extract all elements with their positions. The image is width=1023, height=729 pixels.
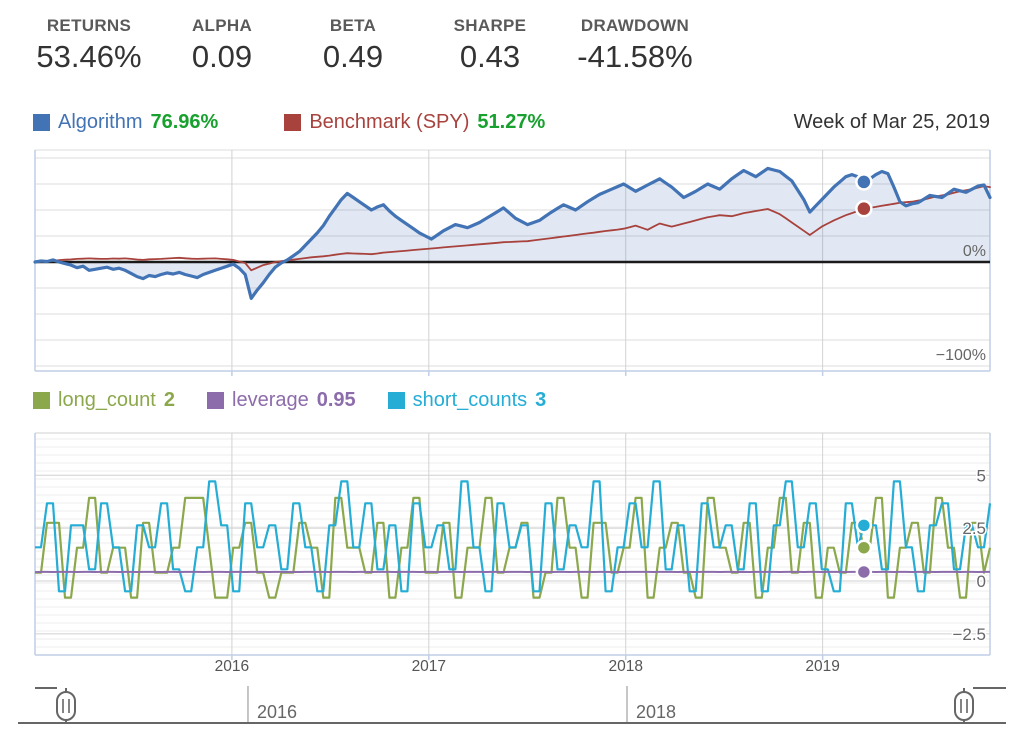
x-axis-label: 2019: [805, 658, 839, 675]
date-range-navigator[interactable]: 2016 2018: [0, 678, 1023, 729]
short-counts-swatch-icon: [387, 392, 405, 409]
algorithm-marker-dot: [855, 173, 873, 191]
x-axis-label: 2018: [608, 658, 642, 675]
long-count-swatch-icon: [33, 392, 50, 409]
stat-sharpe: SHARPE 0.43: [420, 16, 560, 75]
navigator-left-handle[interactable]: [35, 687, 76, 723]
stat-label: ALPHA: [191, 16, 253, 35]
leverage-hover-value: 0.95: [316, 389, 356, 411]
benchmark-marker-dot: [855, 199, 873, 218]
algorithm-area-fill: [35, 168, 990, 299]
stat-label: SHARPE: [453, 16, 527, 35]
legend-item-leverage[interactable]: leverage 0.95: [207, 389, 356, 412]
cumulative-returns-chart[interactable]: 0% −100%: [0, 148, 1023, 378]
stat-value: 0.09: [191, 39, 253, 74]
y-axis-label: 5: [977, 466, 986, 485]
leverage-label: leverage: [232, 389, 309, 411]
hover-date-label: Week of Mar 25, 2019: [793, 111, 990, 133]
y-axis-label: 2.5: [962, 519, 986, 538]
legend-item-benchmark[interactable]: Benchmark (SPY) 51.27%: [284, 111, 545, 134]
stat-value: 53.46%: [36, 39, 142, 74]
legend-item-long-count[interactable]: long_count 2: [33, 389, 175, 412]
navigator-tick-label: 2016: [257, 702, 297, 722]
short_counts-marker-dot: [855, 517, 873, 534]
legend-item-short-counts[interactable]: short_counts 3: [387, 389, 547, 412]
short_counts-line[interactable]: [35, 480, 992, 593]
leverage-marker-dot: [855, 563, 873, 581]
leverage-swatch-icon: [207, 392, 224, 409]
y-axis-label: 0%: [963, 243, 986, 260]
algorithm-hover-value: 76.96%: [150, 111, 219, 133]
returns-chart-legend: Algorithm 76.96% Benchmark (SPY) 51.27% …: [33, 111, 990, 134]
stat-alpha: ALPHA 0.09: [158, 16, 286, 75]
short-counts-label: short_counts: [412, 389, 528, 411]
y-axis-label: 0: [977, 572, 986, 591]
benchmark-label: Benchmark (SPY): [309, 111, 470, 133]
stat-returns: RETURNS 53.46%: [20, 16, 158, 75]
stat-value: 0.43: [459, 39, 521, 74]
legend-item-algorithm[interactable]: Algorithm 76.96%: [33, 111, 218, 134]
algorithm-line[interactable]: [33, 166, 992, 300]
stat-drawdown: DRAWDOWN -41.58%: [560, 16, 710, 75]
short-counts-hover-value: 3: [535, 389, 547, 411]
algorithm-label: Algorithm: [58, 111, 143, 133]
algorithm-swatch-icon: [33, 114, 50, 131]
benchmark-line[interactable]: [34, 185, 991, 272]
stat-beta: BETA 0.49: [286, 16, 420, 75]
x-axis-label: 2017: [412, 658, 446, 675]
records-chart-legend: long_count 2 leverage 0.95 short_counts …: [33, 389, 990, 412]
x-axis-label: 2016: [215, 658, 249, 675]
stats-row: RETURNS 53.46% ALPHA 0.09 BETA 0.49 SHAR…: [20, 16, 710, 75]
stat-label: DRAWDOWN: [580, 16, 690, 35]
long_count-marker-dot: [855, 539, 873, 556]
handle-grip[interactable]: [56, 691, 76, 721]
handle-grip[interactable]: [954, 691, 974, 721]
y-axis-label: −2.5: [952, 625, 986, 644]
benchmark-hover-value: 51.27%: [477, 111, 546, 133]
stat-label: BETA: [329, 16, 377, 35]
navigator-tick-label: 2018: [636, 702, 676, 722]
stat-label: RETURNS: [46, 16, 132, 35]
y-axis-label: −100%: [936, 347, 986, 364]
records-chart[interactable]: 5 2.5 0 −2.5 2016 2017 2018 2019: [0, 428, 1023, 678]
long-count-hover-value: 2: [163, 389, 175, 411]
benchmark-swatch-icon: [284, 114, 302, 131]
stat-value: 0.49: [322, 39, 384, 74]
navigator-right-handle[interactable]: [954, 687, 1006, 723]
stat-value: -41.58%: [577, 39, 693, 74]
long-count-label: long_count: [58, 389, 156, 411]
